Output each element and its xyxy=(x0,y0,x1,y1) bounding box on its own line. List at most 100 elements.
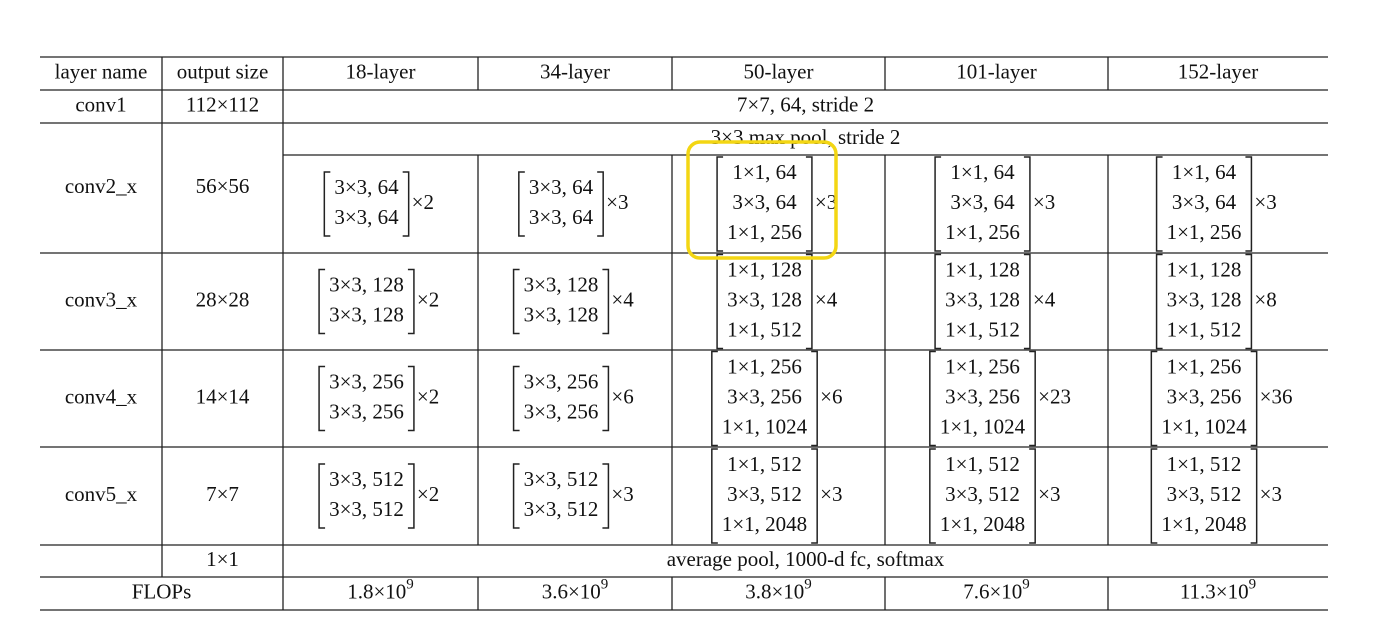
block-line: 1×1, 64 xyxy=(950,160,1015,184)
flops-mantissa: 7.6×10 xyxy=(963,579,1022,603)
block-repeat: ×23 xyxy=(1038,384,1071,408)
block-line: 3×3, 64 xyxy=(529,175,594,199)
bracket-left xyxy=(323,171,331,237)
spanning-cell: 7×7, 64, stride 2 xyxy=(737,92,874,116)
table-cells: layer name output size 18-layer 34-layer 50-… xyxy=(55,59,1293,603)
bracket-right xyxy=(1250,350,1258,447)
bracket-left xyxy=(318,463,326,529)
block-repeat: ×2 xyxy=(417,384,439,408)
bracket-left xyxy=(711,350,718,447)
bracket-right xyxy=(407,365,415,432)
bracket-right xyxy=(805,156,813,252)
bracket-right xyxy=(407,268,415,335)
bracket-left xyxy=(1155,156,1163,252)
block-line: 3×3, 128 xyxy=(329,302,404,326)
block-repeat: ×3 xyxy=(1260,482,1282,506)
block-line: 3×3, 128 xyxy=(945,287,1020,311)
block-line: 1×1, 512 xyxy=(727,317,802,341)
column-header: 101-layer xyxy=(956,59,1036,83)
block-line: 3×3, 512 xyxy=(945,482,1020,506)
block-repeat: ×3 xyxy=(815,190,837,214)
bracket-right xyxy=(805,253,813,350)
block-line: 3×3, 64 xyxy=(1172,190,1237,214)
bracket-left xyxy=(711,448,718,544)
bracket-right xyxy=(1023,156,1031,252)
bracket-right xyxy=(407,463,415,529)
block-repeat: ×3 xyxy=(606,190,628,214)
flops-exponent: 9 xyxy=(1022,577,1030,593)
bracket-right xyxy=(1245,253,1253,350)
block-line: 3×3, 512 xyxy=(1167,482,1242,506)
block-line: 3×3, 64 xyxy=(334,175,399,199)
bracket-left xyxy=(518,171,525,237)
layer-name: conv1 xyxy=(75,92,126,116)
flops-exponent: 9 xyxy=(1249,577,1257,593)
bracket-right xyxy=(811,448,818,544)
block-line: 3×3, 256 xyxy=(524,399,599,423)
output-size: 28×28 xyxy=(196,287,250,311)
bracket-right xyxy=(1250,448,1258,544)
spanning-cell: 3×3 max pool, stride 2 xyxy=(711,125,901,149)
flops-exponent: 9 xyxy=(804,577,812,593)
block-line: 3×3, 256 xyxy=(524,369,599,393)
block-repeat: ×2 xyxy=(417,482,439,506)
bracket-right xyxy=(402,171,410,237)
bracket-right xyxy=(597,171,604,237)
block-repeat: ×2 xyxy=(417,287,439,311)
block-line: 1×1, 128 xyxy=(945,257,1020,281)
block-line: 3×3, 64 xyxy=(334,205,399,229)
bracket-right xyxy=(1245,156,1253,252)
block-line: 1×1, 64 xyxy=(732,160,797,184)
flops-exponent: 9 xyxy=(601,577,609,593)
flops-value: 11.3×109 xyxy=(1180,577,1256,603)
block-line: 3×3, 512 xyxy=(524,497,599,521)
block-line: 1×1, 256 xyxy=(945,220,1020,244)
bracket-left xyxy=(1150,350,1158,447)
block-line: 1×1, 2048 xyxy=(940,512,1025,536)
layer-name: conv2_x xyxy=(65,174,138,198)
block-line: 3×3, 128 xyxy=(524,272,599,296)
block-repeat: ×6 xyxy=(611,384,633,408)
block-line: 3×3, 256 xyxy=(329,369,404,393)
block-line: 1×1, 256 xyxy=(1167,354,1242,378)
block-repeat: ×4 xyxy=(1033,287,1056,311)
output-size: 14×14 xyxy=(196,384,250,408)
bracket-right xyxy=(1029,350,1036,447)
block-line: 3×3, 64 xyxy=(950,190,1015,214)
bracket-left xyxy=(512,268,520,335)
bracket-left xyxy=(512,463,520,529)
block-repeat: ×8 xyxy=(1254,287,1276,311)
block-line: 3×3, 512 xyxy=(329,497,404,521)
output-size: 1×1 xyxy=(206,547,239,571)
bracket-left xyxy=(1155,253,1163,350)
output-size: 112×112 xyxy=(186,92,259,116)
bracket-left xyxy=(934,253,942,350)
flops-mantissa: 3.6×10 xyxy=(542,579,601,603)
flops-mantissa: 1.8×10 xyxy=(347,579,406,603)
block-repeat: ×3 xyxy=(611,482,633,506)
column-header: output size xyxy=(177,59,269,83)
block-line: 3×3, 512 xyxy=(329,467,404,491)
block-line: 1×1, 512 xyxy=(1167,452,1242,476)
layer-name: conv3_x xyxy=(65,287,138,311)
block-line: 3×3, 256 xyxy=(1167,384,1242,408)
block-line: 1×1, 256 xyxy=(1167,220,1242,244)
highlight-box xyxy=(686,140,838,260)
flops-exponent: 9 xyxy=(406,577,414,593)
bracket-right xyxy=(811,350,818,447)
bracket-left xyxy=(929,350,936,447)
column-header: 34-layer xyxy=(540,59,610,83)
bracket-right xyxy=(1029,448,1036,544)
block-line: 1×1, 512 xyxy=(1167,317,1242,341)
block-line: 3×3, 512 xyxy=(727,482,802,506)
flops-value: 7.6×109 xyxy=(963,577,1030,603)
block-line: 1×1, 128 xyxy=(727,257,802,281)
block-line: 3×3, 64 xyxy=(732,190,797,214)
flops-mantissa: 3.8×10 xyxy=(745,579,804,603)
block-line: 1×1, 2048 xyxy=(722,512,807,536)
bracket-left xyxy=(929,448,936,544)
column-header: layer name xyxy=(55,59,148,83)
